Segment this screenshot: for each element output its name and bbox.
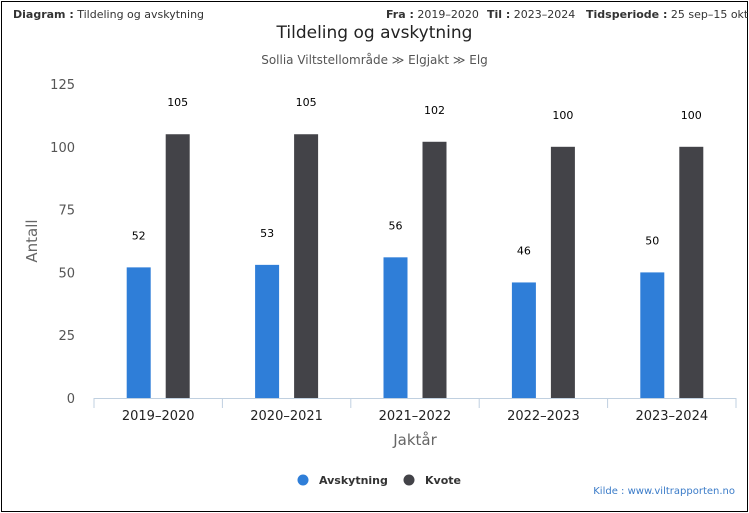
- legend-label: Kvote: [425, 474, 461, 487]
- y-tick-label: 0: [67, 392, 75, 407]
- legend-marker: [297, 474, 309, 486]
- bar-kvote: [422, 141, 447, 398]
- data-label: 53: [260, 227, 274, 240]
- diagram-info: Diagram : Tildeling og avskytning: [13, 8, 204, 21]
- chart-axes: 0 25 50 75 100 125 Antall 2019–2020 2020–2021 202…: [23, 78, 737, 449]
- y-tick-label: 75: [58, 204, 75, 219]
- bar-avskytning: [383, 257, 408, 398]
- bar-avskytning: [640, 272, 665, 398]
- y-tick-label: 100: [50, 141, 75, 156]
- diagram-label: Diagram :: [13, 8, 74, 21]
- diagram-value: Tildeling og avskytning: [77, 8, 205, 21]
- legend-label: Avskytning: [319, 474, 388, 487]
- to-info: Til : 2023–2024: [487, 8, 575, 21]
- from-value: 2019–2020: [417, 8, 479, 21]
- y-axis-title: Antall: [23, 219, 41, 262]
- bar-avskytning: [511, 282, 536, 398]
- bar-kvote: [679, 146, 704, 398]
- chart-title: Tildeling og avskytning: [276, 23, 473, 43]
- period-value: 25 sep–15 okt: [670, 8, 749, 21]
- chart-legend: Avskytning Kvote: [297, 474, 461, 487]
- bar-avskytning: [255, 264, 280, 398]
- from-label: Fra :: [386, 8, 414, 21]
- x-tick-label: 2021–2022: [379, 409, 452, 424]
- bar-kvote: [294, 134, 319, 399]
- x-axis-title: Jaktår: [392, 431, 437, 449]
- data-label: 50: [645, 234, 659, 247]
- bar-kvote: [550, 146, 575, 398]
- data-label: 100: [552, 109, 573, 122]
- to-value: 2023–2024: [513, 8, 576, 21]
- data-label: 56: [389, 219, 403, 232]
- x-tick-label: 2023–2024: [635, 409, 708, 424]
- data-label: 105: [167, 96, 188, 109]
- data-label: 102: [424, 104, 445, 117]
- y-tick-label: 25: [58, 329, 75, 344]
- bar-avskytning: [126, 267, 151, 398]
- period-label: Tidsperiode :: [586, 8, 668, 21]
- legend-marker: [403, 474, 415, 486]
- source-credit: Kilde : www.viltrapporten.no: [593, 486, 735, 497]
- data-label: 46: [517, 244, 531, 257]
- x-tick-label: 2019–2020: [122, 409, 195, 424]
- chart-subtitle: Sollia Viltstellområde ≫ Elgjakt ≫ Elg: [261, 53, 488, 67]
- data-label: 100: [681, 109, 702, 122]
- data-label: 105: [296, 96, 317, 109]
- y-tick-label: 50: [58, 266, 75, 281]
- to-label: Til :: [487, 8, 511, 21]
- chart-bars: 52 105 53 105 56 102 46 100 50 100: [126, 96, 704, 399]
- period-info: Tidsperiode : 25 sep–15 okt: [586, 8, 748, 21]
- y-tick-label: 125: [50, 78, 75, 93]
- x-tick-label: 2022–2023: [507, 409, 580, 424]
- data-label: 52: [132, 229, 146, 242]
- x-tick-label: 2020–2021: [250, 409, 323, 424]
- bar-kvote: [165, 134, 190, 399]
- from-info: Fra : 2019–2020: [386, 8, 479, 21]
